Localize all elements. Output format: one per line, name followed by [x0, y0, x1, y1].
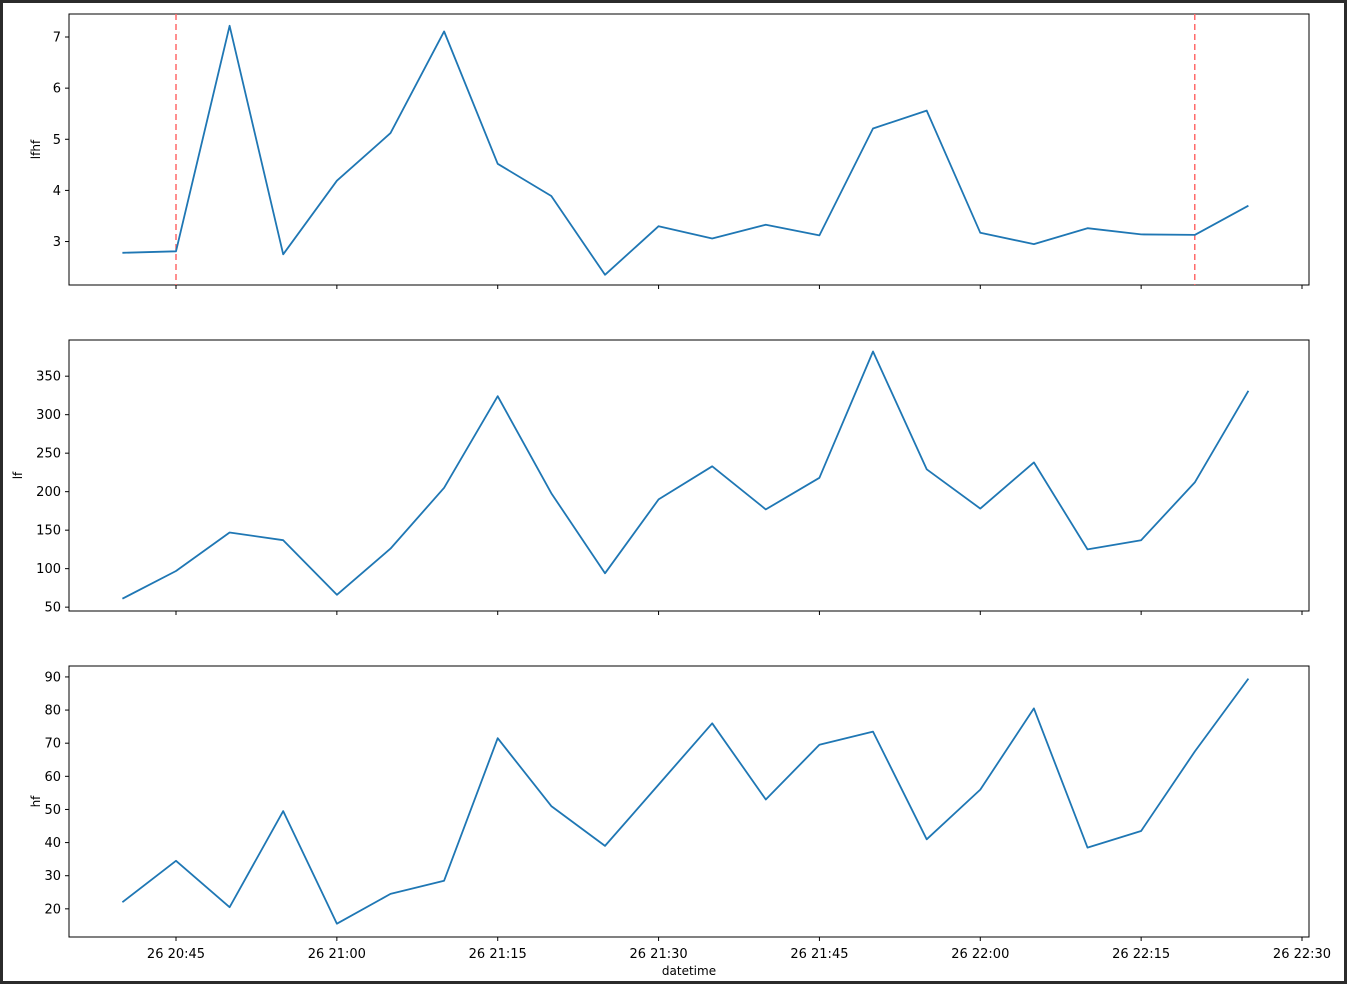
- panel-2-series-line: [121, 350, 1250, 600]
- x-axis-label: datetime: [662, 964, 716, 978]
- panel-3-ytick-label: 70: [44, 737, 61, 752]
- panel-2-ytick-label: 350: [36, 370, 61, 385]
- chart-svg: 3 4 5 6 7 lfhf 50 100 150 200 250 300 350 lf 20 30 40 50 6…: [11, 13, 1331, 978]
- panel-3-ytick-label: 80: [44, 704, 61, 719]
- xtick-label: 26 21:15: [469, 947, 527, 962]
- panel-3-ytick-label: 30: [44, 869, 61, 884]
- panel-1-ylabel: lfhf: [29, 139, 43, 159]
- panel-3-ytick-label: 60: [44, 770, 61, 785]
- xtick-label: 26 21:45: [790, 947, 848, 962]
- panel-2-ytick-label: 50: [44, 601, 61, 616]
- panel-1-series-line: [122, 24, 1249, 276]
- xtick-label: 26 20:45: [147, 947, 205, 962]
- panel-1-ytick-label: 7: [53, 31, 61, 46]
- panel-2-ytick-label: 250: [36, 447, 61, 462]
- panel-2-ytick-label: 150: [36, 524, 61, 539]
- panel-3-ylabel: hf: [29, 795, 43, 808]
- panel-1-ytick-label: 3: [53, 235, 61, 250]
- panel-3-axes-frame: [68, 665, 1310, 938]
- panel-1-ytick-label: 5: [53, 133, 61, 148]
- panel-1-ytick-label: 4: [53, 184, 61, 199]
- panel-1-axes-frame: [68, 13, 1310, 286]
- panel-3-ytick-label: 20: [44, 902, 61, 917]
- xtick-label: 26 22:00: [951, 947, 1009, 962]
- panel-2-ytick-label: 100: [36, 562, 61, 577]
- xtick-label: 26 22:15: [1112, 947, 1170, 962]
- xtick-label: 26 22:30: [1273, 947, 1331, 962]
- figure-canvas: 3 4 5 6 7 lfhf 50 100 150 200 250 300 350 lf 20 30 40 50 6…: [3, 3, 1344, 981]
- panel-2-axes-frame: [68, 339, 1310, 612]
- panel-2-ytick-label: 300: [36, 408, 61, 423]
- panel-2-ylabel: lf: [11, 471, 25, 479]
- xtick-label: 26 21:30: [630, 947, 688, 962]
- xtick-label: 26 21:00: [308, 947, 366, 962]
- panel-3-series-line: [121, 678, 1250, 925]
- panel-3-ytick-label: 90: [44, 670, 61, 685]
- panel-3-ytick-label: 40: [44, 836, 61, 851]
- panel-2-ytick-label: 200: [36, 485, 61, 500]
- panel-3-ytick-label: 50: [44, 803, 61, 818]
- panel-1-ytick-label: 6: [53, 82, 61, 97]
